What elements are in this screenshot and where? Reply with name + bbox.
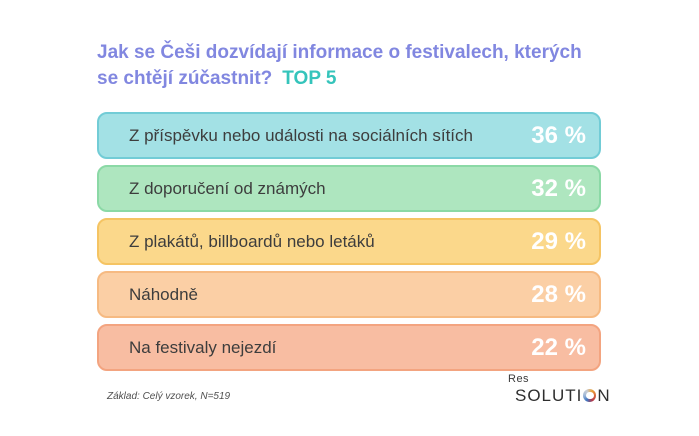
chart-title: Jak se Češi dozvídají informace o festiv… — [97, 40, 617, 92]
logo-res-text: Res — [508, 373, 530, 385]
bar-value: 36 % — [531, 121, 586, 149]
bar-value: 22 % — [531, 333, 586, 361]
bar-row: Z doporučení od známých 32 % — [97, 165, 601, 212]
bar-label: Na festivaly nejezdí — [129, 337, 277, 357]
ressolution-logo: Res SOLUTI N — [505, 373, 611, 405]
bar-label: Z doporučení od známých — [129, 178, 326, 198]
bar-label: Z příspěvku nebo události na sociálních … — [129, 125, 473, 145]
bar-chart: Z příspěvku nebo události na sociálních … — [97, 112, 601, 377]
bar-value: 29 % — [531, 227, 586, 255]
bar-row: Z příspěvku nebo události na sociálních … — [97, 112, 601, 159]
bar-value: 32 % — [531, 174, 586, 202]
bar-label: Z plakátů, billboardů nebo letáků — [129, 231, 375, 251]
chart-title-top5: TOP 5 — [282, 68, 337, 89]
base-footnote: Základ: Celý vzorek, N=519 — [107, 391, 231, 402]
logo-solution-text: SOLUTI N — [515, 386, 611, 405]
bar-row: Z plakátů, billboardů nebo letáků 29 % — [97, 218, 601, 265]
bar-row: Na festivaly nejezdí 22 % — [97, 324, 601, 371]
chart-title-line1: Jak se Češi dozvídají informace o festiv… — [97, 42, 582, 63]
logo-ring-icon — [583, 389, 597, 402]
bar-row: Náhodně 28 % — [97, 271, 601, 318]
bar-value: 28 % — [531, 280, 586, 308]
chart-title-line2: se chtějí zúčastnit? TOP 5 — [97, 68, 337, 89]
bar-label: Náhodně — [129, 284, 199, 304]
